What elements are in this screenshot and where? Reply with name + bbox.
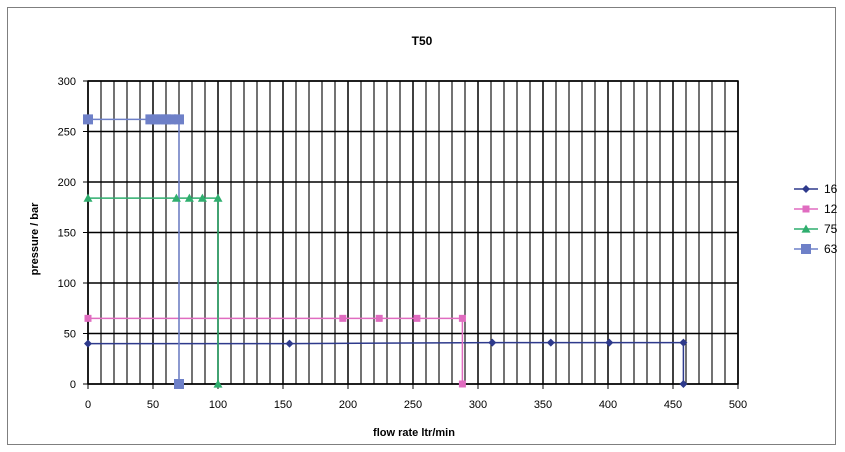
data-point-75 (184, 193, 194, 202)
data-point-160 (84, 339, 92, 348)
data-point-127 (84, 314, 92, 322)
series-line-75 (88, 197, 219, 384)
data-point-127 (375, 314, 383, 322)
data-point-127 (339, 314, 347, 322)
y-tick-label: 150 (58, 228, 76, 240)
data-point-160 (285, 339, 294, 348)
data-point-160 (488, 338, 497, 347)
data-point-63 (174, 379, 184, 389)
data-point-63 (83, 114, 93, 125)
y-tick-label: 100 (58, 278, 76, 290)
data-point-160 (679, 380, 688, 388)
x-tick-label: 450 (664, 399, 682, 411)
x-tick-label: 500 (729, 399, 747, 411)
data-point-63 (145, 114, 156, 125)
data-point-75 (171, 193, 181, 202)
legend-marker-127 (802, 205, 810, 213)
x-tick-label: 50 (147, 399, 159, 411)
data-point-160 (546, 338, 555, 347)
data-point-63 (155, 114, 166, 125)
legend-label-127: 127 (824, 202, 837, 216)
x-tick-label: 400 (599, 399, 617, 411)
data-point-75 (197, 193, 207, 202)
y-tick-label: 0 (70, 379, 76, 391)
data-point-160 (679, 338, 688, 347)
x-axis-title: flow rate ltr/min (373, 427, 455, 439)
data-point-127 (458, 380, 466, 388)
data-point-160 (605, 338, 614, 347)
chart-title: T50 (412, 34, 433, 48)
series-line-127 (88, 317, 464, 384)
data-point-75 (213, 193, 223, 202)
legend-marker-63 (801, 244, 811, 254)
legend-marker-160 (802, 185, 810, 193)
data-point-63 (150, 114, 161, 125)
data-point-63 (174, 114, 184, 125)
data-point-75 (213, 379, 223, 388)
legend-label-75: 75 (824, 222, 837, 236)
data-point-127 (413, 314, 421, 322)
chart-frame: T50 flow rate ltr/min pressure / bar 0 50… (7, 7, 837, 445)
chart-svg: T50 flow rate ltr/min pressure / bar 0 50… (29, 34, 837, 439)
x-tick-label: 0 (85, 399, 91, 411)
x-tick-label: 250 (404, 399, 422, 411)
y-tick-label: 300 (58, 76, 76, 88)
x-tick-label: 100 (209, 399, 227, 411)
x-tick-label: 350 (534, 399, 552, 411)
legend: 160 127 75 63 (794, 182, 837, 256)
data-point-75 (83, 193, 93, 202)
data-point-63 (161, 114, 171, 125)
legend-marker-75 (801, 224, 811, 233)
y-tick-label: 250 (58, 127, 76, 139)
legend-label-160: 160 (824, 182, 837, 196)
data-point-127 (458, 314, 466, 322)
y-tick-label: 50 (64, 329, 76, 341)
y-axis-title: pressure / bar (29, 202, 41, 275)
x-tick-label: 200 (339, 399, 357, 411)
x-tick-label: 300 (469, 399, 487, 411)
y-tick-label: 200 (58, 177, 76, 189)
data-point-63 (166, 114, 177, 125)
legend-label-63: 63 (824, 242, 837, 256)
x-tick-label: 150 (274, 399, 292, 411)
